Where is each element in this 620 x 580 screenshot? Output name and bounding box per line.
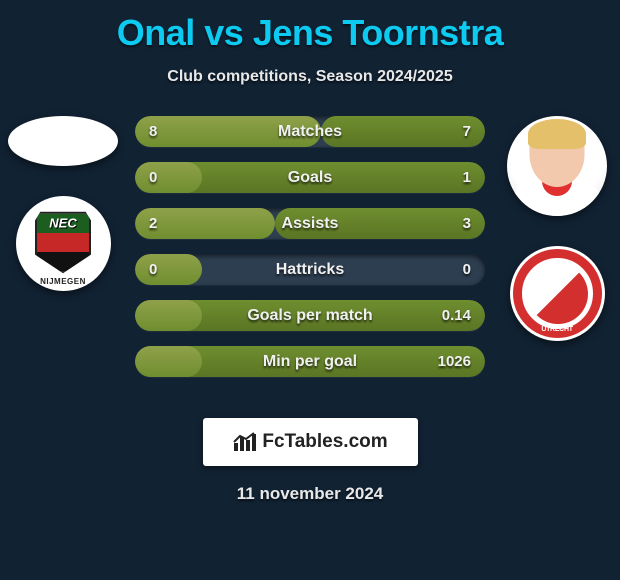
brand-badge: FcTables.com: [203, 418, 418, 466]
stat-fill-right: [275, 208, 485, 239]
stat-row: 23Assists: [135, 208, 485, 239]
stat-bars: 87Matches 01Goals 23Assists 00Hattricks 0.14…: [135, 116, 485, 377]
stat-row: 00Hattricks: [135, 254, 485, 285]
stat-fill-left: [135, 162, 202, 193]
club-logo-left: NEC NIJMEGEN: [16, 196, 111, 291]
stat-fill-left: [135, 254, 202, 285]
page-title: Onal vs Jens Toornstra: [0, 0, 620, 54]
club-logo-right: FC UTRECHT: [510, 246, 605, 341]
stat-fill-left: [135, 208, 275, 239]
stat-fill-right: [321, 116, 486, 147]
player-photo-left: [8, 116, 118, 166]
stat-fill-left: [135, 346, 202, 377]
right-player-column: FC UTRECHT: [502, 116, 612, 396]
brand-text: FcTables.com: [262, 431, 387, 453]
subtitle: Club competitions, Season 2024/2025: [0, 68, 620, 86]
date-text: 11 november 2024: [0, 484, 620, 504]
club-logo-right-subtext: UTRECHT: [541, 326, 572, 333]
player-photo-right: [507, 116, 607, 216]
club-logo-right-text: FC: [549, 260, 564, 275]
comparison-content: NEC NIJMEGEN FC UTRECHT 87Matches 01Goals…: [0, 116, 620, 396]
stat-row: 1026Min per goal: [135, 346, 485, 377]
stat-row: 01Goals: [135, 162, 485, 193]
chart-icon: [232, 431, 258, 453]
club-logo-left-text: NEC: [49, 215, 76, 230]
left-player-column: NEC NIJMEGEN: [8, 116, 118, 396]
stat-fill-left: [135, 300, 202, 331]
stat-fill-left: [135, 116, 321, 147]
stat-row: 87Matches: [135, 116, 485, 147]
club-logo-left-subtext: NIJMEGEN: [40, 277, 86, 286]
stat-value-right: 0: [463, 254, 471, 285]
stat-row: 0.14Goals per match: [135, 300, 485, 331]
